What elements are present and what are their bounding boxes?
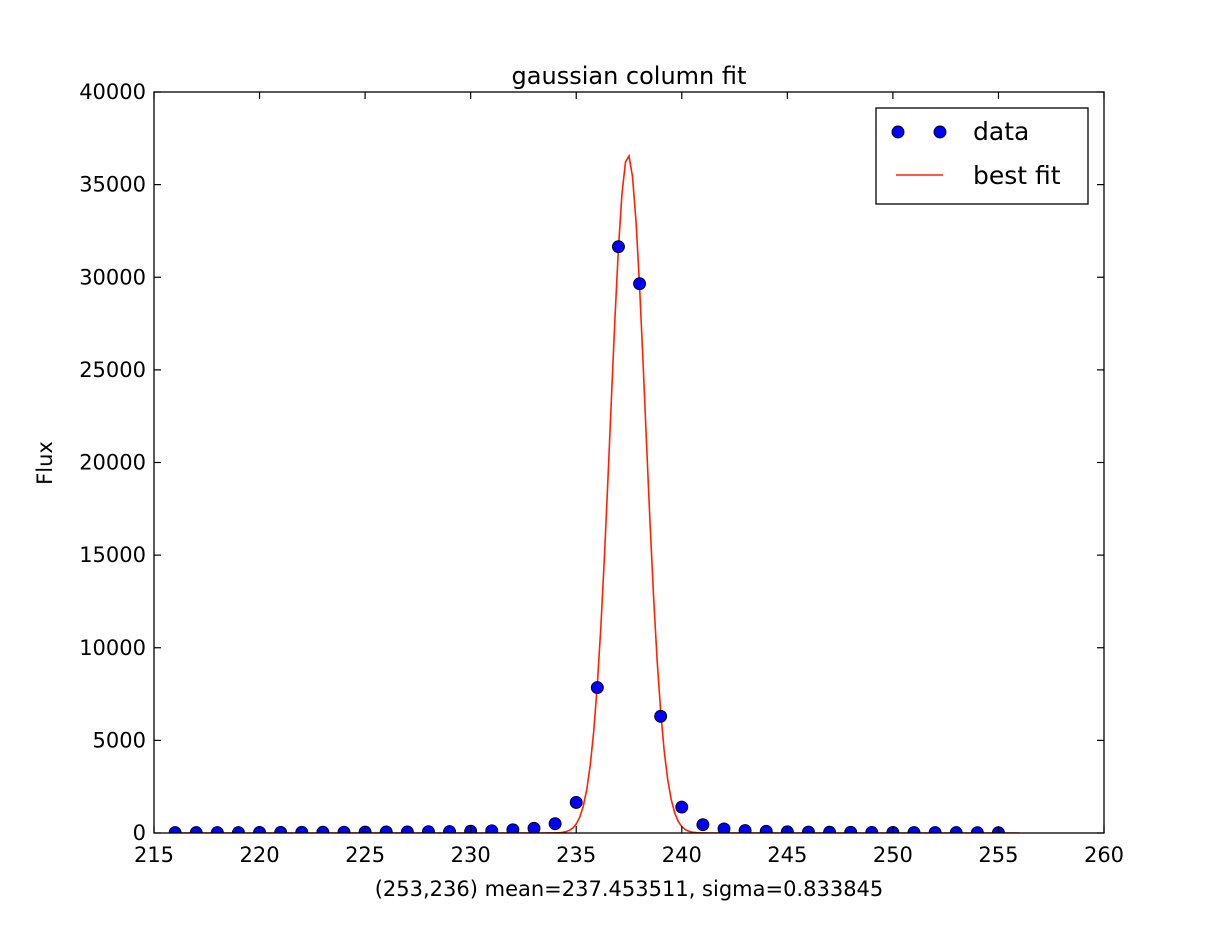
y-tick-label: 25000: [79, 358, 146, 382]
y-tick-label: 10000: [79, 636, 146, 660]
y-tick-label: 20000: [79, 451, 146, 475]
data-point: [379, 825, 393, 833]
data-point: [421, 825, 435, 833]
data-point: [633, 277, 647, 291]
x-tick-label: 250: [873, 843, 913, 867]
x-tick-label: 255: [978, 843, 1018, 867]
plot-content: [168, 153, 1020, 833]
y-tick-label: 30000: [79, 265, 146, 289]
data-point: [738, 824, 752, 833]
y-tick-label: 15000: [79, 543, 146, 567]
y-tick-label: 0: [133, 821, 146, 845]
legend-marker-data: [891, 125, 905, 139]
y-tick-label: 35000: [79, 173, 146, 197]
x-tick-label: 225: [345, 843, 385, 867]
x-tick-label: 245: [767, 843, 807, 867]
legend: data best fit: [875, 107, 1089, 205]
data-point: [316, 825, 330, 833]
x-axis-label: (253,236) mean=237.453511, sigma=0.83384…: [375, 877, 884, 901]
data-point: [569, 795, 583, 809]
data-point: [400, 825, 414, 833]
chart-title: gaussian column fit: [512, 62, 747, 90]
y-tick-label: 40000: [79, 80, 146, 104]
y-axis-label: Flux: [33, 441, 57, 485]
data-point: [759, 824, 773, 833]
x-tick-label: 220: [240, 843, 280, 867]
y-tick-label: 5000: [93, 728, 146, 752]
data-point: [337, 825, 351, 833]
data-point: [611, 240, 625, 254]
x-tick-label: 260: [1084, 843, 1124, 867]
data-point: [696, 818, 710, 832]
data-point: [443, 825, 457, 833]
x-tick-label: 230: [451, 843, 491, 867]
axis-ticks: 215 220 225 230 235 240 245 250 255 260 0 5000 10000…: [79, 80, 1124, 867]
data-point: [675, 800, 689, 814]
data-point: [823, 825, 837, 833]
legend-marker-data: [933, 125, 947, 139]
legend-box: [875, 107, 1089, 205]
x-tick-label: 240: [662, 843, 702, 867]
legend-label-best-fit: best fit: [973, 161, 1061, 190]
best-fit-line: [175, 153, 1020, 833]
data-point: [548, 817, 562, 831]
x-tick-label: 235: [556, 843, 596, 867]
x-tick-label: 215: [134, 843, 174, 867]
data-point: [801, 825, 815, 833]
data-point: [527, 821, 541, 833]
data-point: [485, 824, 499, 833]
legend-label-data: data: [973, 117, 1029, 146]
data-point: [506, 823, 520, 833]
data-point: [590, 681, 604, 695]
data-point: [654, 709, 668, 723]
data-point: [717, 822, 731, 833]
